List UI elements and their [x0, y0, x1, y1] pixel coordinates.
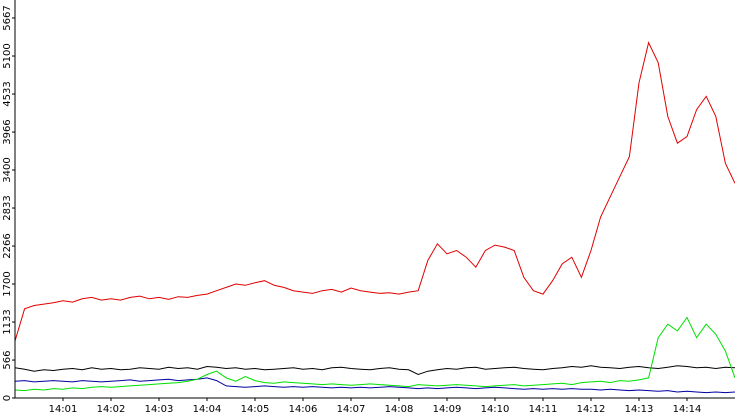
series-line [14, 377, 735, 394]
x-tick-label: 14:12 [577, 404, 606, 415]
y-tick-label: 5667 [2, 5, 13, 30]
y-tick-label: 2266 [2, 233, 13, 258]
x-tick-label: 14:14 [673, 404, 702, 415]
x-tick-label: 14:09 [433, 404, 462, 415]
y-tick-label: 2833 [2, 195, 13, 220]
x-tick-label: 14:03 [145, 404, 174, 415]
y-tick-label: 0 [2, 395, 13, 401]
x-tick-label: 14:10 [481, 404, 510, 415]
y-tick-label: 3400 [2, 157, 13, 182]
y-tick-label: 4533 [2, 81, 13, 106]
x-tick-label: 14:13 [625, 404, 654, 415]
series-line [14, 41, 735, 342]
x-tick-label: 14:04 [193, 404, 222, 415]
y-tick-label: 1700 [2, 271, 13, 296]
x-tick-label: 14:07 [337, 404, 366, 415]
x-tick-label: 14:05 [241, 404, 270, 415]
x-tick-label: 14:08 [385, 404, 414, 415]
x-tick-label: 14:02 [97, 404, 126, 415]
x-tick-label: 14:01 [49, 404, 78, 415]
x-tick-label: 14:06 [289, 404, 318, 415]
series-line [14, 316, 735, 392]
y-tick-label: 1133 [2, 309, 13, 334]
y-tick-label: 5100 [2, 43, 13, 68]
x-tick-label: 14:11 [529, 404, 558, 415]
y-tick-label: 566 [2, 351, 13, 370]
y-tick-label: 3966 [2, 119, 13, 144]
series-line [14, 365, 735, 376]
